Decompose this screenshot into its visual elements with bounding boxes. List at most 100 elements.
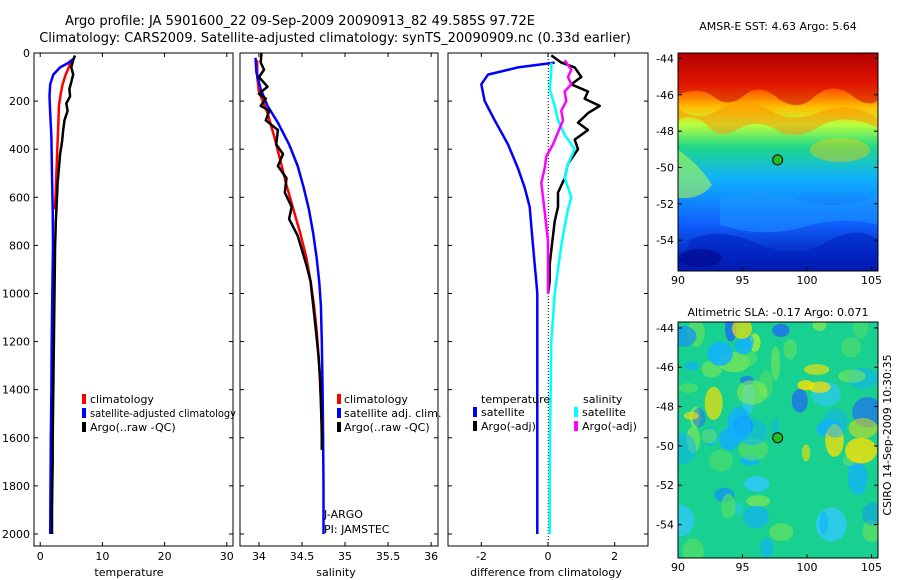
sla-blob	[678, 504, 695, 537]
legend-label-argo-raw: Argo(..raw -QC)	[90, 421, 176, 434]
legend-swatch-temp-satellite	[473, 407, 477, 417]
lat-tick-label: -46	[656, 89, 674, 102]
temperature-axes-box	[33, 52, 234, 547]
sst-cold-eddy	[678, 249, 722, 267]
sla-blob	[845, 437, 877, 464]
lat-tick-label: -54	[656, 519, 674, 532]
depth-tick-label: 2000	[2, 528, 30, 541]
difference-series	[480, 54, 601, 534]
temperature-x-axis: 0 10 20 30	[37, 53, 234, 563]
salinity-series	[254, 52, 325, 534]
sla-blob	[730, 349, 758, 368]
x-tick-label: 34	[252, 550, 266, 563]
annotation-j-argo: J-ARGO	[323, 508, 363, 521]
sla-blob	[709, 449, 733, 472]
sla-map-frame	[677, 321, 879, 559]
temperature-xlabel: temperature	[94, 566, 163, 579]
sla-blob	[746, 495, 771, 507]
legend-label-temp-satellite: satellite	[481, 406, 525, 419]
depth-tick-label: 1400	[2, 384, 30, 397]
legend-swatch-satellite-adj	[337, 408, 341, 418]
x-tick-label: 35.5	[376, 550, 401, 563]
legend-label-sal-argo: Argo(-adj)	[582, 420, 637, 433]
x-tick-label: 0	[545, 550, 552, 563]
sla-blob	[721, 493, 736, 519]
lat-tick-label: -54	[656, 234, 674, 247]
sla-map-title: Altimetric SLA: -0.17 Argo: 0.071	[688, 306, 869, 319]
legend-header-temperature: temperature	[481, 393, 550, 406]
sst-warm-eddy	[810, 138, 870, 162]
sla-blob	[848, 418, 878, 439]
sla-blob	[862, 502, 878, 526]
temperature-series	[48, 54, 77, 535]
sst-map-title: AMSR-E SST: 4.63 Argo: 5.64	[699, 20, 857, 33]
header-title-line2: Climatology: CARS2009. Satellite-adjuste…	[39, 31, 631, 46]
legend-swatch-argo-raw	[337, 422, 341, 432]
sla-blob	[736, 380, 768, 405]
sla-blob	[704, 386, 723, 420]
lon-tick-label: 95	[736, 561, 750, 574]
depth-tick-label: 600	[9, 191, 30, 204]
x-tick-label: -2	[476, 550, 487, 563]
salinity-y-ticks	[240, 52, 438, 535]
x-tick-label: 35	[338, 550, 352, 563]
legend-label-sal-satellite: satellite	[582, 406, 626, 419]
legend-swatch-sal-satellite	[574, 407, 578, 417]
salinity-x-axis: 34 34.5 35 35.5 36	[252, 53, 438, 563]
temperature-legend: climatology satellite-adjusted climatolo…	[82, 393, 236, 434]
sla-blob	[760, 537, 774, 558]
difference-panel: -2 0 2 difference from climatology tempera…	[447, 52, 649, 579]
salinity-axes-box	[239, 52, 439, 547]
lon-tick-label: 100	[797, 274, 818, 287]
sla-blob	[837, 369, 866, 383]
sla-blob	[732, 322, 752, 339]
salinity-panel: 34 34.5 35 35.5 36 salinity climatology sate…	[239, 52, 441, 579]
sst-map-axes: 90 95 100 105 -44 -46 -48 -50 -52 -54	[656, 52, 882, 287]
legend-swatch-climatology	[337, 394, 341, 404]
salinity-xlabel: salinity	[316, 566, 356, 579]
temperature-panel: 0 200 400 600 800 1000 1200 1400 1600 1800 2000 0 1…	[2, 47, 236, 579]
amsre-sst-map: AMSR-E SST: 4.63 Argo: 5.64 90 95 100 105 -4…	[656, 20, 882, 287]
difference-y-ticks	[448, 52, 648, 535]
sla-blob	[743, 505, 769, 529]
sla-blob	[812, 322, 827, 331]
sla-map-axes: 90 95 100 105 -44 -46 -48 -50 -52 -54	[656, 322, 882, 574]
depth-tick-label: 0	[23, 47, 30, 60]
salinity-legend: climatology satellite adj. clim. Argo(..…	[337, 393, 441, 434]
sla-anomaly-blobs	[678, 322, 878, 558]
legend-label-argo-raw: Argo(..raw -QC)	[344, 421, 430, 434]
lat-tick-label: -44	[656, 322, 674, 335]
sla-blob	[707, 341, 733, 366]
timestamp-stamp: CSIRO 14-Sep-2009 10:30:35	[881, 354, 894, 515]
sla-blob	[682, 538, 704, 558]
sla-blob	[701, 428, 717, 444]
altimetric-sla-map: Altimetric SLA: -0.17 Argo: 0.071 90 95 10…	[656, 306, 882, 574]
sla-blob	[770, 346, 781, 381]
sla-blob	[769, 523, 794, 542]
legend-header-salinity: salinity	[583, 393, 623, 406]
series-line-argo-raw-qc-	[50, 54, 77, 534]
lat-tick-label: -48	[656, 401, 674, 414]
lat-tick-label: -50	[656, 161, 674, 174]
sla-blob	[783, 339, 798, 360]
difference-xlabel: difference from climatology	[470, 566, 622, 579]
sla-blob	[684, 361, 700, 371]
difference-x-axis: -2 0 2	[476, 53, 618, 563]
depth-tick-label: 1800	[2, 480, 30, 493]
sst-blue-band	[720, 192, 878, 233]
sla-blob	[678, 325, 697, 347]
sla-blob	[791, 388, 808, 413]
sst-warm-front	[678, 53, 878, 106]
argo-float-marker	[772, 432, 784, 444]
x-tick-label: 30	[220, 550, 234, 563]
depth-tick-label: 1000	[2, 287, 30, 300]
sla-blob	[801, 444, 811, 462]
argo-float-marker	[772, 154, 784, 166]
series-line-climatology	[53, 59, 72, 210]
series-line-temperature-argo-adj-	[546, 54, 601, 294]
difference-legend: temperature salinity satellite Argo(-adj…	[473, 393, 637, 433]
sla-blob	[848, 367, 878, 389]
legend-swatch-temp-argo	[473, 421, 477, 431]
legend-label-satellite-adj: satellite adj. clim.	[344, 407, 441, 420]
